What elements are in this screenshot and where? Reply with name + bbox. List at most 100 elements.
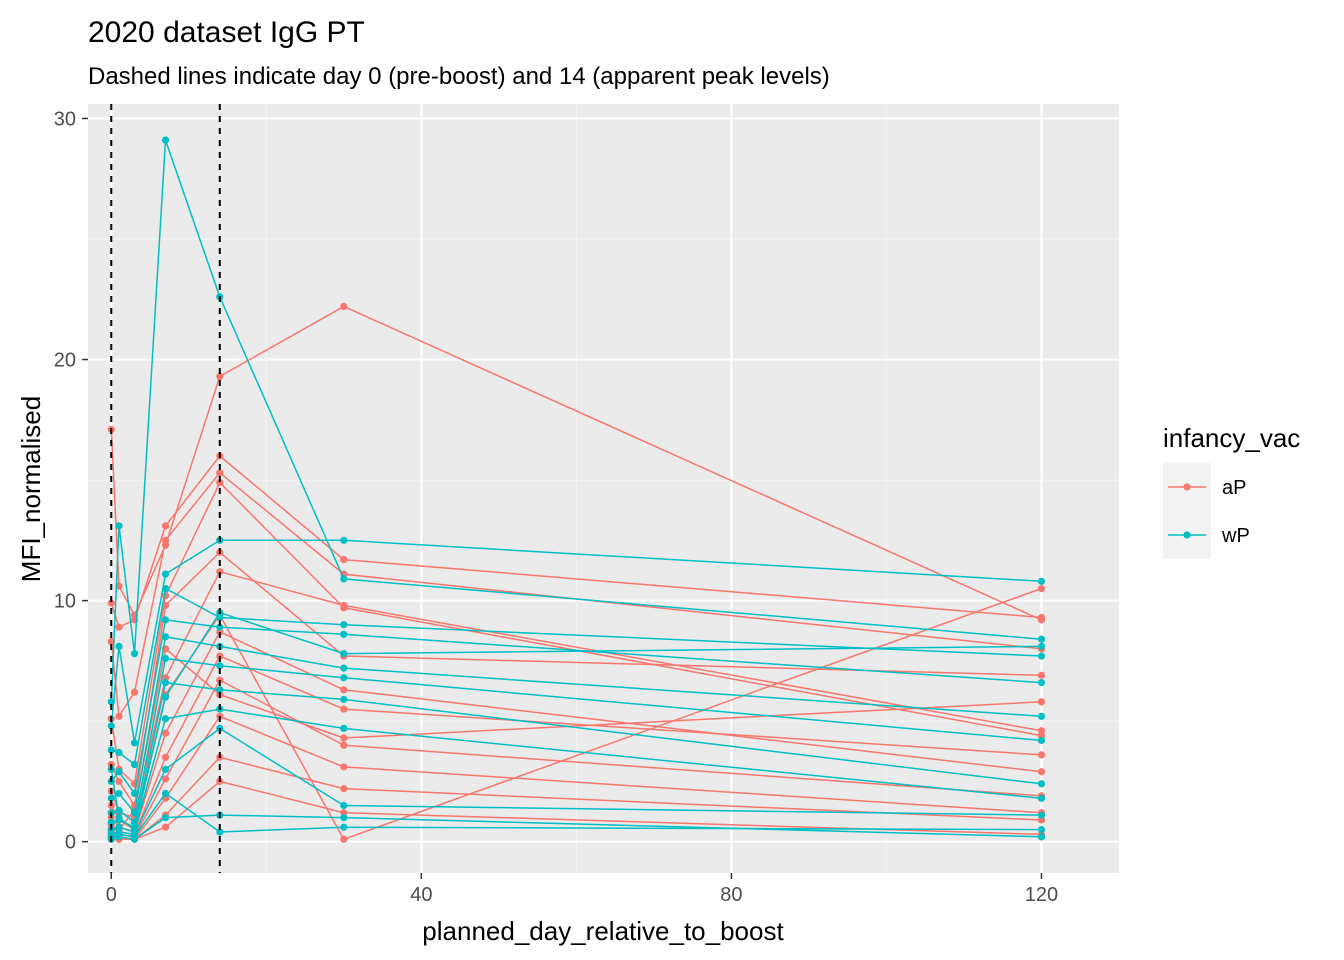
- data-point: [216, 372, 224, 381]
- legend-label-wp: wP: [1221, 525, 1250, 547]
- data-point: [340, 575, 348, 583]
- data-point: [340, 734, 348, 742]
- data-point: [1037, 794, 1046, 802]
- data-point: [107, 722, 115, 730]
- data-point: [340, 724, 348, 732]
- data-point: [340, 741, 348, 749]
- data-point: [107, 746, 115, 754]
- data-point: [1037, 577, 1046, 585]
- data-point: [1037, 642, 1046, 650]
- data-point: [340, 664, 348, 672]
- data-point: [161, 136, 170, 144]
- data-point: [115, 522, 123, 530]
- data-point: [115, 642, 123, 650]
- data-point: [161, 789, 170, 798]
- data-point: [161, 601, 170, 610]
- series-wP-25: [107, 811, 1046, 843]
- data-point: [161, 678, 170, 687]
- data-point: [130, 835, 139, 843]
- data-point: [161, 570, 170, 578]
- data-point: [1037, 712, 1046, 720]
- data-point: [161, 775, 170, 783]
- data-point: [115, 582, 123, 590]
- y-axis-title: MFI_normalised: [16, 396, 46, 582]
- data-point: [340, 801, 348, 810]
- data-point: [130, 789, 139, 798]
- data-point: [130, 826, 139, 834]
- data-point: [340, 630, 348, 638]
- data-point: [115, 768, 123, 776]
- y-tick-label: 10: [54, 591, 76, 613]
- data-point: [107, 637, 115, 646]
- chart-subtitle: Dashed lines indicate day 0 (pre-boost) …: [88, 63, 830, 90]
- data-point: [1037, 811, 1046, 819]
- data-point: [115, 623, 123, 631]
- data-point: [161, 753, 170, 761]
- data-point: [1037, 584, 1046, 593]
- data-point: [340, 674, 348, 682]
- data-point: [130, 688, 139, 696]
- plot-panel: [88, 104, 1119, 873]
- data-point: [115, 789, 123, 798]
- legend-title: infancy_vac: [1163, 423, 1300, 453]
- data-point: [216, 828, 224, 836]
- data-point: [115, 833, 123, 841]
- data-point: [216, 568, 224, 576]
- data-point: [1037, 736, 1046, 745]
- data-point: [161, 654, 170, 663]
- data-point: [216, 478, 224, 487]
- reference-lines: [110, 104, 221, 873]
- data-point: [216, 686, 224, 694]
- data-point: [130, 739, 139, 747]
- x-tick-label: 80: [720, 884, 742, 906]
- data-point: [216, 623, 224, 631]
- data-point: [340, 621, 348, 629]
- data-point: [161, 522, 170, 530]
- data-point: [340, 536, 348, 544]
- data-point: [340, 823, 348, 831]
- data-point: [1037, 727, 1046, 735]
- data-point: [107, 818, 115, 826]
- legend-label-ap: aP: [1222, 477, 1246, 499]
- data-series: [107, 136, 1046, 843]
- axes: 0 40 80 120 0 10 20 30: [54, 108, 1058, 906]
- data-point: [115, 712, 123, 720]
- data-point: [1037, 826, 1046, 834]
- data-point: [161, 616, 170, 624]
- data-point: [1037, 751, 1046, 759]
- minor-gridlines: [88, 104, 1119, 873]
- data-point: [161, 715, 170, 723]
- x-tick-label: 40: [410, 884, 432, 906]
- data-point: [340, 650, 348, 658]
- major-gridlines: [88, 104, 1119, 873]
- data-point: [107, 794, 115, 802]
- y-tick-label: 0: [65, 832, 76, 854]
- data-point: [161, 633, 170, 641]
- data-point: [340, 835, 348, 843]
- data-point: [1037, 671, 1046, 679]
- data-point: [1037, 635, 1046, 643]
- series-wP-15: [107, 136, 1046, 706]
- legend-key-point-ap: [1183, 483, 1191, 491]
- chart-title: 2020 dataset IgG PT: [88, 16, 365, 49]
- data-point: [161, 693, 170, 701]
- data-point: [1037, 833, 1046, 841]
- x-tick-label: 0: [106, 884, 117, 906]
- data-point: [1037, 780, 1046, 788]
- data-point: [1037, 652, 1046, 660]
- data-point: [340, 695, 348, 704]
- legend-key-point-wp: [1183, 531, 1191, 539]
- x-tick-label: 120: [1025, 884, 1058, 906]
- data-point: [161, 592, 170, 600]
- data-point: [161, 729, 170, 737]
- data-point: [340, 705, 348, 713]
- series-aP-2: [107, 452, 1046, 631]
- data-point: [107, 599, 115, 607]
- data-point: [340, 813, 348, 822]
- data-point: [340, 601, 348, 610]
- series-wP-18: [107, 616, 1046, 798]
- data-point: [340, 302, 348, 311]
- data-point: [340, 556, 348, 564]
- data-point: [340, 763, 348, 771]
- series-wP-17: [107, 584, 1046, 769]
